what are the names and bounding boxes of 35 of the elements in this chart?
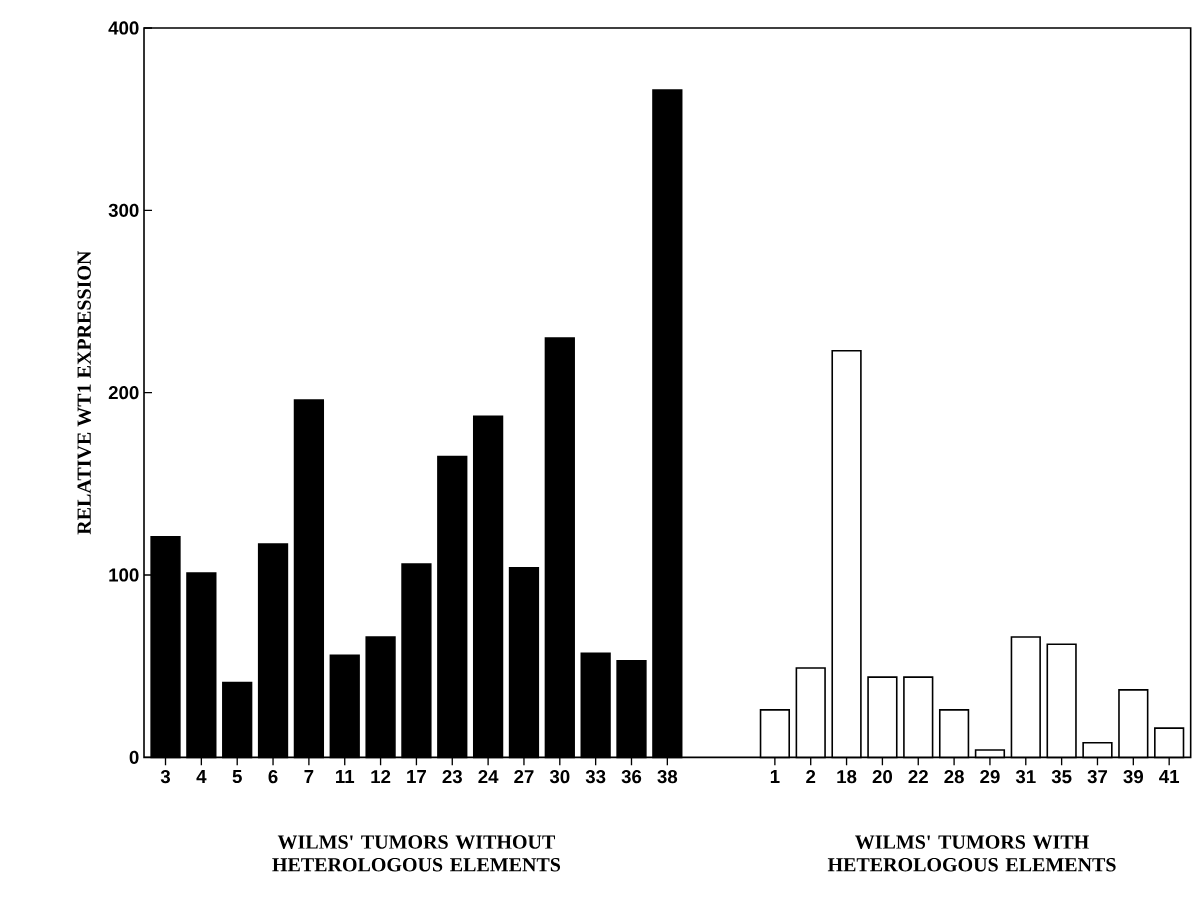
x-tick-label: 17 <box>407 770 426 784</box>
x-tick-label: 22 <box>908 770 928 784</box>
x-tick-label: 29 <box>980 770 1000 784</box>
x-tick-label: 23 <box>442 770 462 784</box>
x-tick-label: 31 <box>1015 770 1036 784</box>
x-tick-label: 18 <box>837 770 857 784</box>
y-tick-label: 0 <box>129 750 139 765</box>
x-tick-label: 1 <box>770 770 780 784</box>
x-tick-label: 35 <box>1051 770 1072 784</box>
y-tick-label: 400 <box>108 21 139 35</box>
x-tick-label: 36 <box>621 770 642 784</box>
x-tick-label: 33 <box>585 770 606 784</box>
x-tick-label: 20 <box>872 770 893 784</box>
y-tick-label: 100 <box>109 568 139 582</box>
x-tick-label: 28 <box>944 770 964 784</box>
x-tick-label: 27 <box>514 770 534 784</box>
x-tick-label: 39 <box>1123 770 1144 784</box>
x-tick-label: 7 <box>304 770 314 784</box>
x-tick-label: 37 <box>1087 770 1108 784</box>
x-tick-label: 11 <box>336 770 355 784</box>
y-tick-label: 200 <box>108 386 139 400</box>
y-axis-title: RELATIVE WT1 EXPRESSION <box>77 251 91 535</box>
x-tick-label: 3 <box>160 770 171 784</box>
y-tick-label: 300 <box>108 203 139 218</box>
x-tick-label: 24 <box>478 770 499 784</box>
x-tick-label: 12 <box>371 770 391 784</box>
x-tick-label: 30 <box>549 770 570 784</box>
x-tick-label: 38 <box>657 770 678 784</box>
x-tick-label: 5 <box>232 770 242 784</box>
x-tick-label: 6 <box>268 770 278 784</box>
x-tick-label: 41 <box>1159 770 1180 784</box>
text: WILMS' TUMORS WITHOUT HETEROLOGOUS ELEMENTS <box>272 835 561 872</box>
x-tick-label: 4 <box>196 770 207 784</box>
text: WILMS' TUMORS WITH HETEROLOGOUS ELEMENTS <box>827 835 1116 872</box>
x-tick-label: 2 <box>806 770 816 784</box>
